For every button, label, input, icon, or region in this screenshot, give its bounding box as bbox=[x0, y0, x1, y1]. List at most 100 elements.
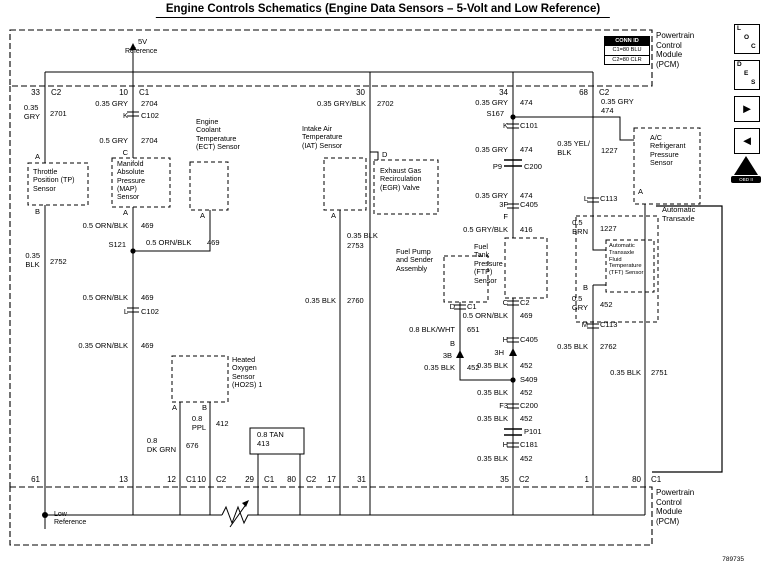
wire-label: 3H bbox=[494, 348, 504, 357]
tan-jumper-label: 0.8 TAN 413 bbox=[257, 430, 284, 448]
wire-label: 0.35 GRY bbox=[475, 191, 508, 200]
map-sensor-box bbox=[111, 157, 171, 208]
wire-label: 1227 bbox=[600, 224, 617, 233]
wire-label: 0.35 GRY bbox=[95, 99, 128, 108]
terminal-3b-arrow-icon bbox=[456, 350, 464, 358]
warning-triangle-icon bbox=[734, 156, 758, 175]
obd-label: OBD II bbox=[731, 176, 761, 183]
pin-10: 10 bbox=[119, 88, 128, 97]
pin-12: 12 bbox=[167, 475, 176, 484]
conn-id-row: C2=80 CLR bbox=[605, 54, 649, 64]
wire-label: L bbox=[123, 307, 128, 316]
ect-sensor-box bbox=[189, 161, 229, 211]
wire-label: 0.8 BLK/WHT bbox=[409, 325, 455, 334]
splice-s409-label: S409 bbox=[520, 375, 538, 384]
connector-ticks bbox=[127, 111, 599, 448]
iat-sensor-label: Intake Air Temperature (IAT) Sensor bbox=[302, 124, 343, 150]
five-volt-arrow-icon bbox=[129, 43, 137, 50]
wire-label: B bbox=[449, 339, 455, 348]
wire-label: C405 bbox=[520, 335, 538, 344]
ftp-sensor-label: Fuel Tank Pressure (FTP) Sensor bbox=[474, 242, 503, 285]
pin-31: 31 bbox=[357, 475, 366, 484]
wire-label: 452 bbox=[600, 300, 613, 309]
wire-label: 474 bbox=[520, 191, 533, 200]
wire-label: C181 bbox=[520, 440, 538, 449]
resistor-icon bbox=[221, 505, 252, 525]
terminal-3h-arrow-icon bbox=[509, 348, 517, 356]
pin-80-c2: 80 bbox=[287, 475, 296, 484]
wire-label: 2704 bbox=[141, 99, 158, 108]
wire-label: 0.5 BRN bbox=[572, 218, 588, 236]
arrow-right-icon: ► bbox=[734, 96, 760, 122]
pin-10-c2: 10 bbox=[197, 475, 206, 484]
wire-label: 0.35 BLK bbox=[25, 251, 40, 269]
wire-label: 474 bbox=[520, 98, 533, 107]
conn-id-row: C1=80 BLU bbox=[605, 45, 649, 54]
ac-pressure-sensor-label: A/C Refrigerant Pressure Sensor bbox=[650, 133, 686, 168]
wire-label: 469 bbox=[141, 341, 154, 350]
pin-conn: C2 bbox=[599, 88, 610, 97]
pcm-top-label: Powertrain Control Module (PCM) bbox=[656, 31, 695, 69]
pin-30: 30 bbox=[356, 88, 365, 97]
wire-label: C200 bbox=[524, 162, 542, 171]
wire-label: 0.35 GRY 474 bbox=[601, 97, 634, 115]
wire-label: 3B bbox=[442, 351, 452, 360]
wire-label: K bbox=[502, 121, 508, 130]
wire-label: 651 bbox=[467, 325, 480, 334]
wire-label: 0.35 BLK bbox=[477, 454, 508, 463]
five-volt-ref-label: Reference bbox=[125, 48, 158, 55]
wire-label: 469 bbox=[141, 293, 154, 302]
page-title: Engine Controls Schematics (Engine Data … bbox=[155, 3, 611, 18]
resistor-arrowhead bbox=[242, 500, 249, 507]
wire-label: 0.35 BLK bbox=[347, 231, 378, 240]
wire-label: 0.5 GRY bbox=[99, 136, 128, 145]
wire-label: C1 bbox=[467, 302, 477, 311]
wire-label: 0.5 GRY/BLK bbox=[463, 225, 508, 234]
transaxle-box bbox=[575, 215, 659, 323]
wire-label: M bbox=[581, 320, 588, 329]
pcm-bottom-box bbox=[9, 486, 653, 546]
des-legend-icon: D E S bbox=[734, 60, 760, 90]
pin-13: 13 bbox=[119, 475, 128, 484]
obd-warning-icon: OBD II bbox=[731, 156, 761, 183]
wire-label: A bbox=[330, 211, 336, 220]
pin-33: 33 bbox=[31, 88, 40, 97]
pin-conn: C1 bbox=[186, 475, 197, 484]
wire-label: 2762 bbox=[600, 342, 617, 351]
wire-label: B bbox=[201, 403, 207, 412]
wire-label: K bbox=[122, 111, 128, 120]
wire-label: 0.5 GRY bbox=[571, 294, 588, 312]
pcm-top-box bbox=[9, 29, 653, 87]
wire-label: 3F bbox=[499, 200, 508, 209]
wire-label: 452 bbox=[520, 414, 533, 423]
wire-label: P9 bbox=[492, 162, 502, 171]
conn-id-box: CONN ID C1=80 BLU C2=80 CLR bbox=[604, 36, 650, 66]
tft-sensor-box bbox=[605, 239, 655, 293]
wire-label: A bbox=[171, 403, 177, 412]
wire-label: C113 bbox=[600, 320, 618, 329]
wire-label: 0.35 BLK bbox=[477, 388, 508, 397]
wire-label: 469 bbox=[141, 221, 154, 230]
pin-conn: C1 bbox=[651, 475, 662, 484]
wire-label: C113 bbox=[600, 194, 618, 203]
pin-29: 29 bbox=[245, 475, 254, 484]
resistor-arrow bbox=[229, 502, 248, 528]
doc-number: 789735 bbox=[722, 556, 744, 563]
wire-label: 0.35 BLK bbox=[424, 363, 455, 372]
wire-label: H bbox=[502, 440, 508, 449]
pin-conn: C1 bbox=[139, 88, 150, 97]
splice-s409-dot bbox=[510, 377, 516, 383]
wire-label: C200 bbox=[520, 401, 538, 410]
wire-label: 452 bbox=[520, 388, 533, 397]
pcm-bottom-label: Powertrain Control Module (PCM) bbox=[656, 488, 695, 526]
wire-lines bbox=[44, 50, 646, 529]
wire-label: 474 bbox=[520, 145, 533, 154]
wire-label: 0.5 ORN/BLK bbox=[82, 221, 128, 230]
wire-label: 0.35 BLK bbox=[477, 414, 508, 423]
wire-label: 0.35 BLK bbox=[305, 296, 336, 305]
pin-61: 61 bbox=[31, 475, 40, 484]
conn-id-header: CONN ID bbox=[605, 37, 649, 46]
wire-label: 2704 bbox=[141, 136, 158, 145]
egr-valve-label: Exhaust Gas Recirculation (EGR) Valve bbox=[380, 166, 422, 192]
